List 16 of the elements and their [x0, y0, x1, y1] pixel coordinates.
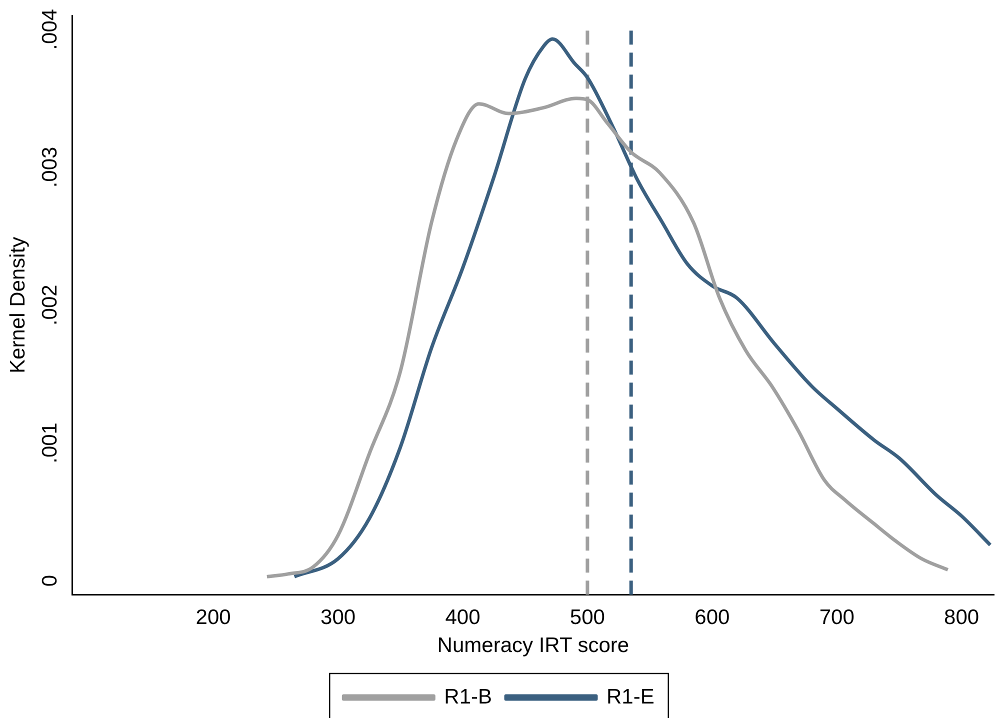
y-tick-label: .004: [38, 8, 62, 50]
legend-label: R1-B: [444, 685, 492, 708]
y-tick-label: 0: [38, 574, 62, 587]
x-tick-label: 400: [445, 606, 480, 629]
x-tick-label: 300: [320, 606, 356, 629]
y-tick-label: .001: [38, 422, 62, 464]
x-tick-label: 500: [570, 606, 605, 629]
y-axis-title: Kernel Density: [6, 236, 30, 374]
legend-label: R1-E: [606, 685, 654, 708]
y-tick-label: .002: [38, 284, 62, 326]
x-tick-label: 600: [694, 606, 730, 629]
x-tick-label: 700: [819, 606, 854, 629]
y-tick-label: .003: [38, 146, 62, 188]
x-tick-label: 800: [944, 606, 980, 629]
x-tick-label: 200: [196, 606, 231, 629]
x-axis-title: Numeracy IRT score: [437, 634, 630, 658]
